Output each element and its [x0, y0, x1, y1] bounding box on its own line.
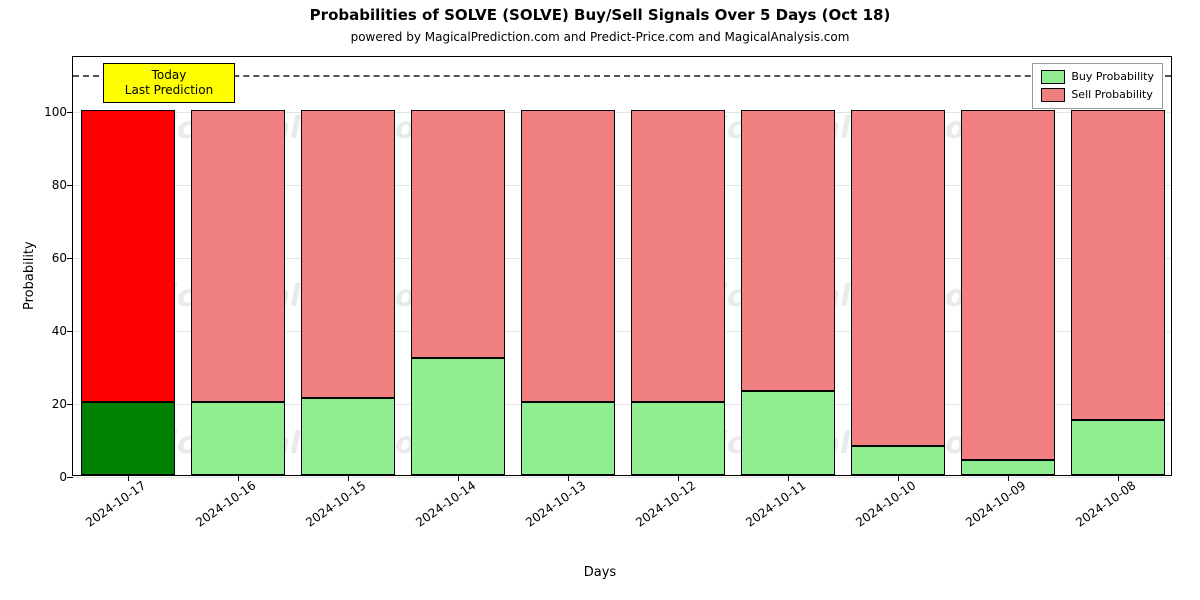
bar-sell — [411, 110, 506, 358]
xtick-label: 2024-10-17 — [75, 478, 149, 535]
bar-sell — [851, 110, 946, 446]
bar-buy — [301, 398, 396, 475]
xtick-mark — [1008, 475, 1009, 481]
bar-buy — [411, 358, 506, 475]
bar-group — [961, 110, 1056, 475]
chart-subtitle: powered by MagicalPrediction.com and Pre… — [0, 30, 1200, 44]
xtick-label: 2024-10-16 — [185, 478, 259, 535]
bar-group — [741, 110, 836, 475]
bars-layer — [73, 57, 1171, 475]
x-axis-label: Days — [0, 565, 1200, 580]
bar-sell — [521, 110, 616, 402]
plot-area: MagicalAnalysis.comMagicalAnalysis.comMa… — [72, 56, 1172, 476]
bar-sell — [631, 110, 726, 402]
bar-buy — [961, 460, 1056, 475]
xtick-label: 2024-10-09 — [955, 478, 1029, 535]
xtick-label: 2024-10-11 — [735, 478, 809, 535]
legend: Buy Probability Sell Probability — [1032, 63, 1163, 109]
y-axis-label: Probability — [22, 241, 37, 310]
xtick-mark — [348, 475, 349, 481]
bar-buy — [521, 402, 616, 475]
bar-group — [81, 110, 176, 475]
legend-swatch-sell — [1041, 88, 1065, 102]
bar-group — [1071, 110, 1166, 475]
xtick-label: 2024-10-10 — [845, 478, 919, 535]
ytick-label: 20 — [52, 397, 73, 411]
ytick-label: 0 — [59, 470, 73, 484]
bar-group — [411, 110, 506, 475]
ytick-label: 80 — [52, 178, 73, 192]
legend-row-sell: Sell Probability — [1041, 86, 1154, 104]
annotation-line2: Last Prediction — [114, 83, 224, 98]
xtick-label: 2024-10-12 — [625, 478, 699, 535]
bar-buy — [631, 402, 726, 475]
bar-group — [301, 110, 396, 475]
bar-buy — [851, 446, 946, 475]
today-annotation: Today Last Prediction — [103, 63, 235, 103]
xtick-label: 2024-10-15 — [295, 478, 369, 535]
xtick-mark — [1118, 475, 1119, 481]
ytick-label: 100 — [44, 105, 73, 119]
bar-group — [191, 110, 286, 475]
bar-sell — [741, 110, 836, 391]
ytick-label: 40 — [52, 324, 73, 338]
bar-buy — [81, 402, 176, 475]
bar-sell — [81, 110, 176, 402]
annotation-line1: Today — [114, 68, 224, 83]
xtick-mark — [238, 475, 239, 481]
bar-sell — [301, 110, 396, 399]
legend-swatch-buy — [1041, 70, 1065, 84]
legend-label-buy: Buy Probability — [1071, 68, 1154, 86]
xtick-mark — [568, 475, 569, 481]
xtick-mark — [458, 475, 459, 481]
xtick-mark — [788, 475, 789, 481]
bar-buy — [191, 402, 286, 475]
chart-container: Probabilities of SOLVE (SOLVE) Buy/Sell … — [0, 0, 1200, 600]
xtick-mark — [898, 475, 899, 481]
bar-sell — [191, 110, 286, 402]
xtick-label: 2024-10-08 — [1065, 478, 1139, 535]
xtick-label: 2024-10-13 — [515, 478, 589, 535]
bar-sell — [961, 110, 1056, 461]
xtick-mark — [678, 475, 679, 481]
bar-group — [521, 110, 616, 475]
ytick-label: 60 — [52, 251, 73, 265]
bar-buy — [1071, 420, 1166, 475]
bar-buy — [741, 391, 836, 475]
xtick-mark — [128, 475, 129, 481]
chart-title: Probabilities of SOLVE (SOLVE) Buy/Sell … — [0, 6, 1200, 24]
legend-label-sell: Sell Probability — [1071, 86, 1153, 104]
xtick-label: 2024-10-14 — [405, 478, 479, 535]
bar-group — [851, 110, 946, 475]
bar-sell — [1071, 110, 1166, 420]
bar-group — [631, 110, 726, 475]
legend-row-buy: Buy Probability — [1041, 68, 1154, 86]
